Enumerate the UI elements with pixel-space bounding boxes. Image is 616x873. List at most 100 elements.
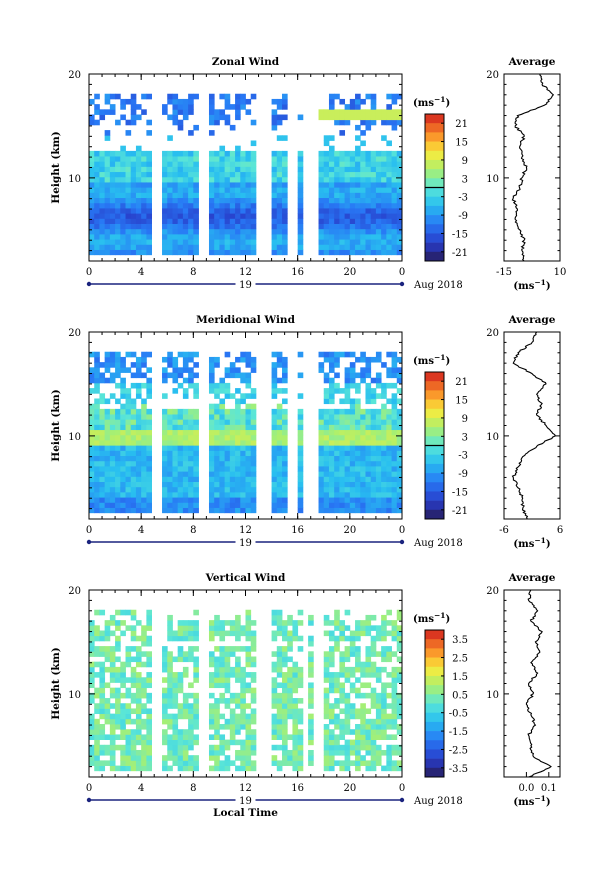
heatmap-cell <box>355 476 361 482</box>
heatmap-cell <box>182 713 189 720</box>
heatmap-cell <box>99 677 106 683</box>
heatmap-cell <box>308 640 314 647</box>
panel-title: Zonal Wind <box>212 56 280 68</box>
colorbar-segment <box>425 436 444 446</box>
heatmap-cell <box>125 213 132 219</box>
heatmap-cell <box>99 481 106 488</box>
heatmap-cell <box>214 677 220 683</box>
heatmap-cell <box>115 429 121 436</box>
heatmap-cell <box>381 666 387 673</box>
heatmap-cell <box>141 351 147 358</box>
colorbar-segment <box>425 767 444 778</box>
heatmap-cell <box>391 223 398 230</box>
heatmap-cell <box>188 109 194 115</box>
profile-x-tick-label: 6 <box>557 525 563 536</box>
heatmap-cell <box>219 460 226 467</box>
heatmap-cell <box>391 718 398 725</box>
heatmap-cell <box>360 672 366 678</box>
heatmap-cell <box>229 497 236 503</box>
heatmap-cell <box>250 93 257 100</box>
heatmap-cell <box>162 466 168 472</box>
heatmap-cell <box>188 419 194 425</box>
heatmap-cell <box>99 708 106 715</box>
heatmap-cell <box>182 356 189 363</box>
heatmap-cell <box>208 481 215 488</box>
heatmap-cell <box>120 440 126 446</box>
heatmap-cell <box>375 507 382 514</box>
heatmap-cell <box>370 244 377 250</box>
heatmap-cell <box>182 239 189 245</box>
heatmap-cell <box>135 213 142 219</box>
heatmap-cell <box>370 445 377 451</box>
heatmap-cell <box>193 244 199 250</box>
heatmap-cell <box>297 698 304 704</box>
heatmap-cell <box>396 760 403 766</box>
heatmap-cell <box>235 187 241 193</box>
heatmap-cell <box>297 682 304 689</box>
heatmap-cell <box>109 760 116 766</box>
heatmap-cell <box>214 150 220 157</box>
heatmap-cell <box>214 388 220 394</box>
heatmap-cell <box>120 471 126 477</box>
heatmap-cell <box>125 228 132 235</box>
heatmap-cell <box>391 414 398 420</box>
heatmap-cell <box>130 481 137 488</box>
heatmap-cell <box>349 507 356 514</box>
heatmap-cell <box>386 197 392 204</box>
heatmap-cell <box>396 93 403 100</box>
heatmap-cell <box>99 651 106 657</box>
heatmap-cell <box>308 614 314 621</box>
colorbar-unit-base: (ms <box>413 614 434 625</box>
heatmap-cell <box>94 93 100 100</box>
heatmap-cell <box>162 646 168 652</box>
heatmap-cell <box>381 476 387 482</box>
heatmap-cell <box>282 661 288 668</box>
heatmap-cell <box>396 692 403 699</box>
heatmap-cell <box>386 749 392 756</box>
heatmap-cell <box>188 713 194 720</box>
heatmap-cell <box>276 213 283 219</box>
heatmap-cell <box>360 228 366 235</box>
heatmap-cell <box>360 703 366 709</box>
heatmap-cell <box>224 445 231 451</box>
heatmap-cell <box>318 476 325 482</box>
heatmap-cell <box>381 161 387 167</box>
heatmap-cell <box>381 202 387 209</box>
heatmap-cell <box>177 197 184 204</box>
heatmap-cell <box>130 502 137 508</box>
heatmap-cell <box>135 682 142 689</box>
heatmap-cell <box>229 202 236 209</box>
heatmap-cell <box>381 491 387 498</box>
heatmap-cell <box>271 724 278 730</box>
heatmap-cell <box>99 171 106 178</box>
heatmap-cell <box>271 471 278 477</box>
heatmap-cell <box>386 182 392 188</box>
heatmap-cell <box>177 455 184 462</box>
heatmap-cell <box>162 497 168 503</box>
heatmap-cell <box>365 471 372 477</box>
heatmap-cell <box>250 460 257 467</box>
heatmap-cell <box>188 460 194 467</box>
heatmap-cell <box>396 765 403 772</box>
heatmap-cell <box>224 150 231 157</box>
heatmap-cell <box>339 471 346 477</box>
heatmap-cell <box>318 182 325 188</box>
heatmap-cell <box>89 744 95 751</box>
heatmap-cell <box>141 739 147 746</box>
heatmap-cell <box>308 651 314 657</box>
heatmap-cell <box>271 161 278 167</box>
heatmap-cell <box>229 502 236 508</box>
heatmap-cell <box>344 713 351 720</box>
heatmap-cell <box>89 466 95 472</box>
heatmap-cell <box>386 713 392 720</box>
heatmap-cell <box>172 703 179 709</box>
heatmap-cell <box>208 130 215 136</box>
heatmap-cell <box>386 109 392 115</box>
heatmap-cell <box>214 755 220 761</box>
heatmap-cell <box>167 161 173 167</box>
heatmap-cell <box>282 408 288 415</box>
heatmap-cell <box>125 239 132 245</box>
colorbar-segment <box>425 178 444 188</box>
heatmap-cell <box>396 398 403 405</box>
heatmap-cell <box>355 749 361 756</box>
